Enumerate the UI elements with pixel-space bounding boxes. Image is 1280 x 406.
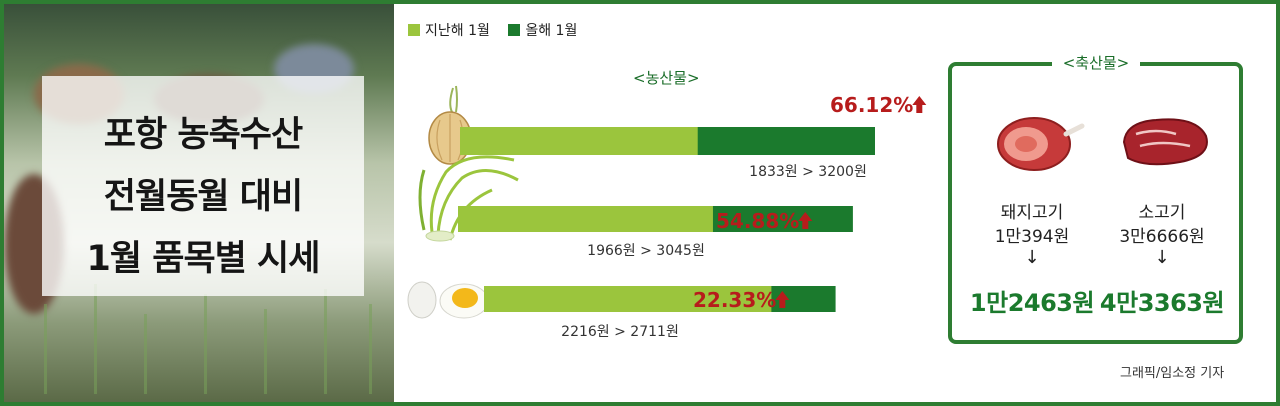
down-arrow-icon: ↓ xyxy=(1154,247,1170,268)
legend-item-curr: 올해 1월 xyxy=(508,20,577,40)
up-arrow-icon xyxy=(775,291,790,308)
title-line-3: 1월 품목별 시세 xyxy=(86,239,321,279)
down-arrow-icon: ↓ xyxy=(1024,247,1040,268)
meat-name-0: 돼지고기 xyxy=(1000,203,1064,223)
legend-swatch-prev xyxy=(408,24,420,36)
up-arrow-icon xyxy=(912,96,927,113)
meat-name-1: 소고기 xyxy=(1138,203,1186,223)
egg-icon xyxy=(407,281,489,319)
legend: 지난해 1월 올해 1월 xyxy=(408,20,591,40)
legend-item-prev: 지난해 1월 xyxy=(408,20,490,40)
bar-prev-1 xyxy=(458,206,713,232)
range-label-2: 2216원 > 2711원 xyxy=(561,324,679,340)
pork-ham-icon xyxy=(997,117,1085,171)
legend-label-curr: 올해 1월 xyxy=(525,23,578,39)
credit-text: 그래픽/임소정 기자 xyxy=(1120,366,1225,381)
bar-prev-0 xyxy=(460,127,698,155)
beef-steak-icon xyxy=(1122,118,1208,166)
range-label-1: 1966원 > 3045원 xyxy=(587,243,705,259)
meat-current-price-0: 1만2463원 xyxy=(969,289,1095,317)
livestock-section-title: <축산물> xyxy=(1052,52,1140,73)
title-line-2: 전월동월 대비 xyxy=(103,177,303,217)
title-box: 포항 농축수산 전월동월 대비 1월 품목별 시세 xyxy=(42,76,364,296)
change-label-2: 22.33% xyxy=(693,288,776,312)
meat-prev-price-1: 3만6666원 xyxy=(1119,227,1205,247)
change-label-0: 66.12% xyxy=(830,93,913,117)
bar-prev-2 xyxy=(484,286,772,312)
title-line-1: 포항 농축수산 xyxy=(103,115,303,155)
meat-current-price-1: 4만3363원 xyxy=(1099,289,1225,317)
range-label-0: 1833원 > 3200원 xyxy=(749,164,867,180)
price-bar-chart: 1833원 > 3200원 66.12% 1966원 > 3045원 54.88% 22… xyxy=(407,85,927,340)
change-label-1: 54.88% xyxy=(716,209,799,233)
up-arrow-icon xyxy=(798,212,813,229)
meat-prev-price-0: 1만394원 xyxy=(994,227,1070,247)
legend-swatch-curr xyxy=(508,24,521,36)
legend-label-prev: 지난해 1월 xyxy=(425,23,490,39)
agri-section-title: <농산물> xyxy=(633,69,700,87)
